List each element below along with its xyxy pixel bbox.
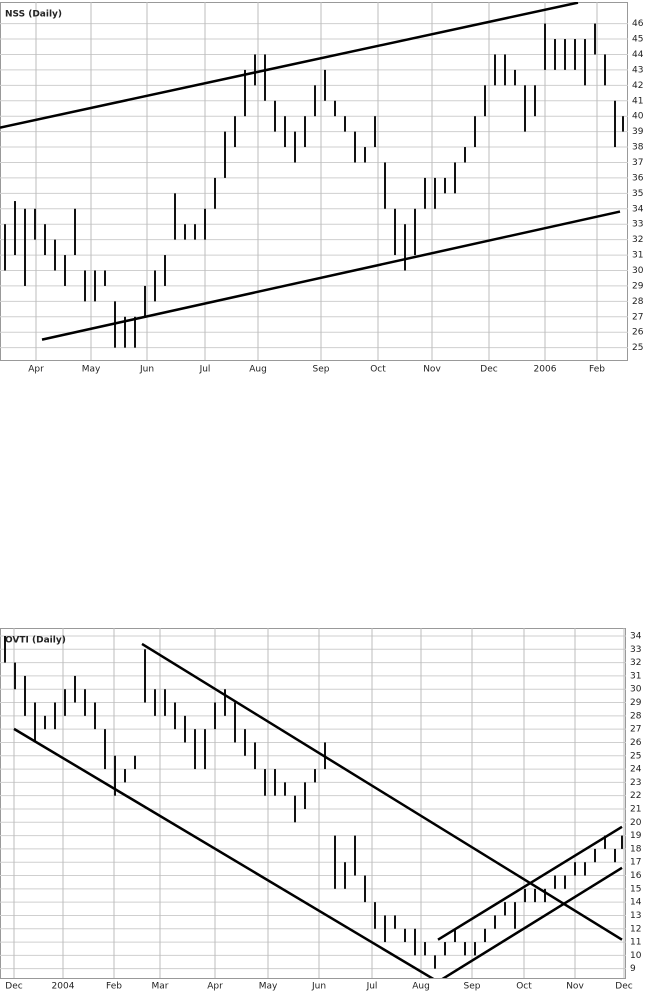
- y-tick-label: 26: [630, 738, 642, 748]
- x-tick-label: Oct: [370, 365, 386, 375]
- y-tick-label: 10: [630, 951, 642, 961]
- y-tick-label: 25: [632, 343, 643, 353]
- y-tick-label: 46: [632, 19, 644, 29]
- chart-title: NSS (Daily): [5, 10, 62, 20]
- y-tick-label: 18: [630, 844, 642, 854]
- x-tick-label: Jun: [139, 365, 154, 375]
- y-tick-label: 27: [632, 312, 643, 322]
- x-tick-label: Aug: [249, 365, 267, 375]
- chart-title: OVTI (Daily): [5, 636, 66, 646]
- y-tick-label: 33: [630, 645, 641, 655]
- y-tick-label: 40: [632, 112, 644, 122]
- y-tick-label: 22: [630, 791, 641, 801]
- plot-area: [0, 2, 628, 361]
- y-tick-label: 29: [632, 281, 644, 291]
- y-tick-label: 25: [630, 751, 641, 761]
- trend-line: [0, 2, 579, 129]
- trend-line: [141, 642, 623, 941]
- y-tick-label: 31: [632, 251, 643, 261]
- x-tick-label: Feb: [589, 365, 605, 375]
- x-tick-label: Sep: [464, 982, 481, 992]
- x-tick-label: Feb: [106, 982, 122, 992]
- y-tick-label: 33: [632, 220, 643, 230]
- x-tick-label: Dec: [5, 982, 22, 992]
- y-tick-label: 31: [630, 671, 641, 681]
- y-tick-label: 39: [632, 127, 644, 137]
- plot-area: [0, 628, 626, 979]
- y-tick-label: 23: [630, 778, 641, 788]
- x-tick-label: Jul: [199, 365, 211, 375]
- y-tick-label: 16: [630, 871, 642, 881]
- x-tick-label: Jul: [366, 982, 378, 992]
- y-tick-label: 32: [630, 658, 641, 668]
- x-tick-label: Sep: [313, 365, 330, 375]
- x-tick-label: Aug: [412, 982, 430, 992]
- y-tick-label: 45: [632, 35, 643, 45]
- y-tick-label: 24: [630, 765, 642, 775]
- y-tick-label: 17: [630, 858, 641, 868]
- y-tick-label: 42: [632, 81, 643, 91]
- x-tick-label: Dec: [615, 982, 632, 992]
- x-tick-label: May: [259, 982, 278, 992]
- x-tick-label: Nov: [566, 982, 584, 992]
- x-tick-label: Dec: [480, 365, 497, 375]
- y-tick-label: 36: [632, 173, 644, 183]
- x-tick-label: Apr: [28, 365, 44, 375]
- y-tick-label: 28: [632, 297, 644, 307]
- y-tick-label: 15: [630, 884, 641, 894]
- y-tick-label: 26: [632, 328, 644, 338]
- y-tick-label: 32: [632, 235, 643, 245]
- y-tick-label: 38: [632, 143, 644, 153]
- y-tick-label: 44: [632, 50, 644, 60]
- x-tick-label: Jun: [311, 982, 326, 992]
- x-tick-label: May: [82, 365, 101, 375]
- trend-line: [41, 210, 621, 341]
- y-tick-label: 41: [632, 96, 643, 106]
- x-tick-label: Mar: [152, 982, 169, 992]
- x-tick-label: 2004: [52, 982, 75, 992]
- y-tick-label: 9: [630, 964, 636, 974]
- y-tick-label: 37: [632, 158, 643, 168]
- y-tick-label: 28: [630, 711, 642, 721]
- y-tick-label: 13: [630, 911, 641, 921]
- y-tick-label: 43: [632, 65, 643, 75]
- chart: 9 10 11 12 13 14 15 16 17 18 19 20 21 22 23 24 25 26 27 28 2…: [0, 628, 642, 992]
- y-tick-label: 34: [630, 631, 642, 641]
- x-tick-label: Apr: [207, 982, 223, 992]
- chart: 25 26 27 28 29 30 31 32 33 34 35 36 37 38 39 40 41 42 43 44…: [0, 2, 644, 375]
- trend-line: [441, 866, 623, 978]
- x-tick-label: Oct: [516, 982, 532, 992]
- y-tick-label: 30: [630, 685, 642, 695]
- y-tick-label: 21: [630, 804, 641, 814]
- y-tick-label: 34: [632, 204, 644, 214]
- x-tick-label: 2006: [534, 365, 557, 375]
- y-tick-label: 27: [630, 725, 641, 735]
- y-tick-label: 35: [632, 189, 643, 199]
- trend-line: [13, 727, 435, 978]
- y-tick-label: 11: [630, 938, 641, 948]
- y-tick-label: 20: [630, 818, 642, 828]
- x-tick-label: Nov: [423, 365, 441, 375]
- y-tick-label: 30: [632, 266, 644, 276]
- y-tick-label: 19: [630, 831, 642, 841]
- y-tick-label: 14: [630, 898, 642, 908]
- y-tick-label: 29: [630, 698, 642, 708]
- y-tick-label: 12: [630, 924, 641, 934]
